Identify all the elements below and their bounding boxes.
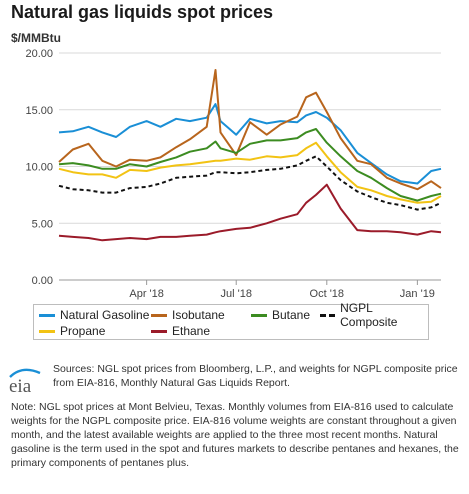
y-axis-unit-label: $/MMBtu <box>11 31 61 45</box>
line-chart: 0.00 5.00 10.00 15.00 20.00 Apr '18 Jul '18 Oc… <box>25 48 442 300</box>
series-line-natural-gasoline <box>58 103 442 185</box>
legend-item-propane: Propane <box>39 323 105 339</box>
y-tick-label: 5.00 <box>32 218 53 230</box>
x-tick-labels: Apr '18 Jul '18 Oct '18 Jan '19 <box>129 280 435 300</box>
x-tick-label: Oct '18 <box>310 288 345 300</box>
y-tick-labels: 0.00 5.00 10.00 15.00 20.00 <box>25 48 53 287</box>
chart-legend: Natural Gasoline Isobutane Butane NGPL Comp… <box>33 301 429 340</box>
legend-label: Propane <box>60 324 106 338</box>
legend-swatch <box>39 329 55 333</box>
y-tick-label: 15.00 <box>25 105 53 117</box>
series-lines <box>58 69 442 242</box>
x-tick-label: Apr '18 <box>129 288 164 300</box>
chart-title: Natural gas liquids spot prices <box>11 2 274 22</box>
legend-item-ethane: Ethane <box>151 323 210 339</box>
legend-swatch <box>39 313 55 317</box>
legend-swatch <box>251 313 267 317</box>
legend-item-butane: Butane <box>251 307 310 323</box>
note-text: Note: NGL spot prices at Mont Belvieu, T… <box>11 401 459 469</box>
y-tick-label: 0.00 <box>32 275 53 287</box>
legend-label: NGPL Composite <box>340 301 398 329</box>
legend-item-isobutane: Isobutane <box>151 307 225 323</box>
legend-label: Natural Gasoline <box>60 308 150 322</box>
series-line-ethane <box>58 183 442 242</box>
series-line-butane <box>58 128 442 202</box>
eia-logo-icon: eia <box>9 368 41 395</box>
legend-item-natural-gasoline: Natural Gasoline <box>39 307 149 323</box>
y-tick-label: 20.00 <box>25 48 53 60</box>
x-tick-label: Jul '18 <box>220 288 251 300</box>
series-line-isobutane <box>58 69 442 191</box>
sources-text: Sources: NGL spot prices from Bloomberg,… <box>53 363 458 389</box>
legend-label: Isobutane <box>172 308 225 322</box>
eia-logo-text: eia <box>9 376 32 395</box>
series-line-propane <box>58 141 442 204</box>
series-line-ngpl-composite <box>58 155 442 211</box>
y-tick-label: 10.00 <box>25 162 53 174</box>
legend-item-ngpl-composite: NGPL Composite <box>320 301 428 329</box>
legend-swatch <box>151 313 167 317</box>
legend-label: Ethane <box>172 324 211 338</box>
legend-swatch <box>320 313 336 317</box>
legend-label: Butane <box>272 308 311 322</box>
legend-swatch <box>151 329 167 333</box>
x-tick-label: Jan '19 <box>400 288 435 300</box>
